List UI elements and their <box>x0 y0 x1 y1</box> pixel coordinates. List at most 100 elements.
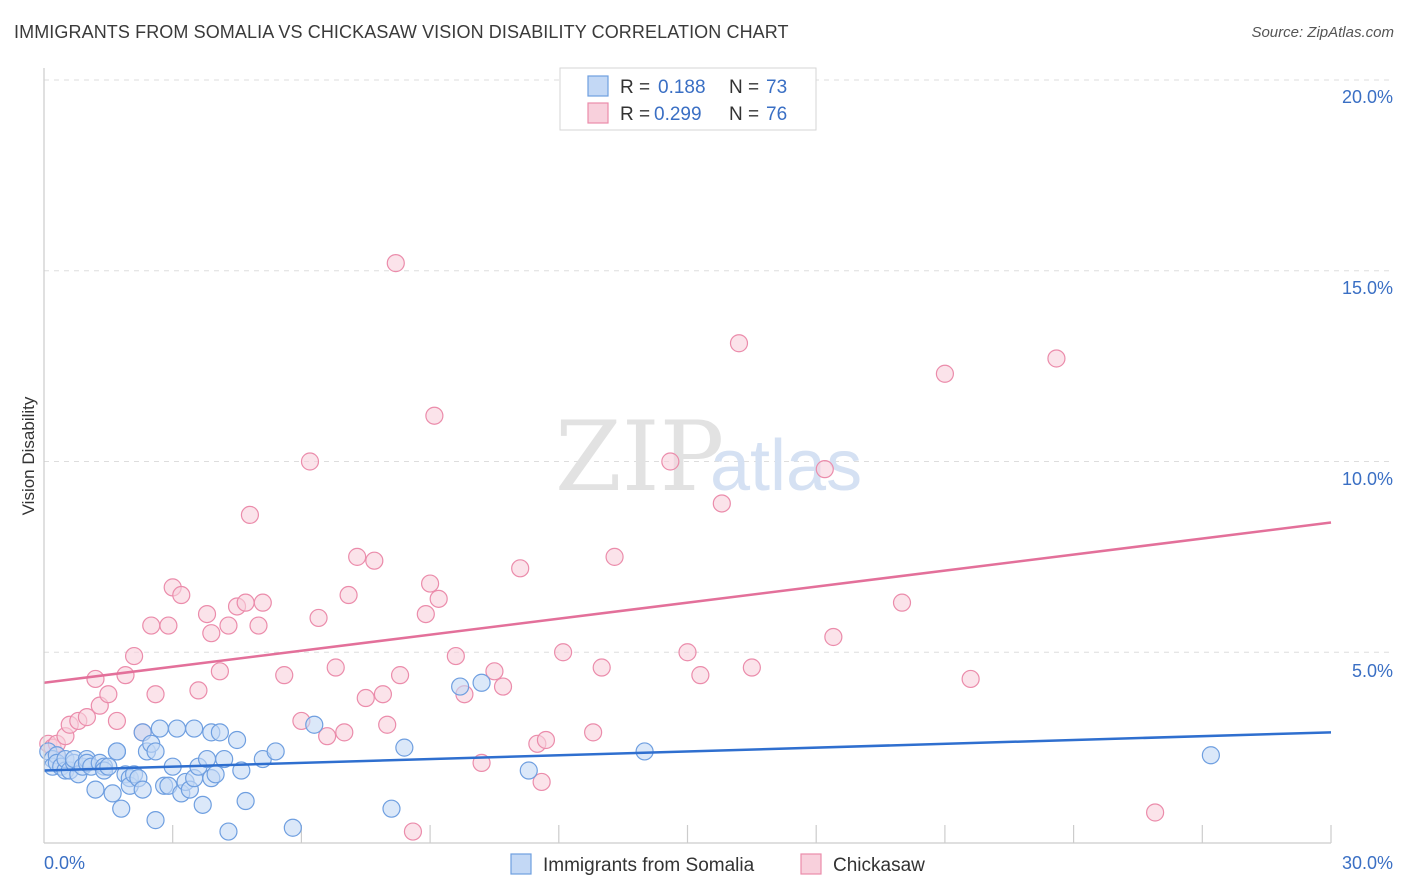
data-point-chickasaw <box>159 616 178 635</box>
data-point-chickasaw <box>592 658 611 677</box>
legend-n-value: 73 <box>766 77 787 98</box>
data-point-chickasaw <box>142 616 161 635</box>
data-point-chickasaw <box>210 662 229 681</box>
data-point-chickasaw <box>348 547 367 566</box>
data-point-chickasaw <box>661 452 680 471</box>
data-point-chickasaw <box>493 677 513 696</box>
bottom-legend-swatch-blue <box>510 853 532 875</box>
data-point-chickasaw <box>189 681 208 700</box>
data-point-somalia <box>472 673 491 692</box>
data-point-chickasaw <box>197 604 217 624</box>
legend-swatch-pink <box>587 102 609 124</box>
data-point-somalia <box>185 719 204 738</box>
data-point-chickasaw <box>146 685 165 704</box>
data-point-chickasaw <box>326 658 345 677</box>
data-point-chickasaw <box>536 730 556 750</box>
y-tick-label: 15.0% <box>1342 278 1393 298</box>
data-point-somalia <box>227 730 247 750</box>
data-point-somalia <box>266 742 285 761</box>
legend-n-value: 76 <box>766 104 787 125</box>
data-point-chickasaw <box>172 585 191 605</box>
data-point-chickasaw <box>365 551 384 570</box>
data-point-somalia <box>146 811 165 830</box>
series-somalia-points <box>39 673 1220 841</box>
data-point-somalia <box>146 742 165 761</box>
y-tick-labels: 5.0% 10.0% 15.0% 20.0% <box>1342 87 1393 681</box>
grid <box>44 79 1393 653</box>
x-tick-marks <box>172 825 1332 843</box>
data-point-chickasaw <box>892 593 912 612</box>
data-point-chickasaw <box>386 254 405 273</box>
data-point-chickasaw <box>236 593 255 612</box>
data-point-somalia <box>99 757 118 776</box>
data-point-chickasaw <box>356 688 375 708</box>
y-tick-label: 20.0% <box>1342 87 1393 107</box>
data-point-somalia <box>103 784 122 803</box>
x-tick-label-max: 30.0% <box>1342 853 1393 873</box>
data-point-somalia <box>193 795 212 814</box>
trend-line-chickasaw <box>43 521 1332 685</box>
data-point-chickasaw <box>605 547 624 566</box>
data-point-chickasaw <box>99 685 118 704</box>
legend-r-label: R = <box>620 104 650 125</box>
data-point-chickasaw <box>124 646 144 666</box>
data-point-somalia <box>107 742 127 761</box>
data-point-chickasaw <box>511 559 530 578</box>
legend-swatch-blue <box>587 75 609 97</box>
bottom-legend-swatch-pink <box>800 853 822 875</box>
legend-r-value: 0.188 <box>658 77 706 98</box>
y-tick-label: 5.0% <box>1352 661 1393 681</box>
data-point-chickasaw <box>961 669 980 689</box>
data-point-somalia <box>232 761 251 780</box>
bottom-legend-label-somalia: Immigrants from Somalia <box>543 855 755 876</box>
legend-r-value: 0.299 <box>654 104 702 125</box>
data-point-chickasaw <box>729 334 749 353</box>
bottom-legend-label-chickasaw: Chickasaw <box>833 855 925 876</box>
data-point-chickasaw <box>1047 349 1066 368</box>
data-point-somalia <box>167 719 187 738</box>
data-point-somalia <box>395 738 414 757</box>
y-tick-label: 10.0% <box>1342 469 1393 489</box>
bottom-legend: Immigrants from Somalia Chickasaw <box>510 853 925 876</box>
legend: R = 0.188 N = 73 R = 0.299 N = 76 <box>559 67 817 131</box>
data-point-chickasaw <box>429 589 448 608</box>
data-point-somalia <box>382 799 401 818</box>
data-point-chickasaw <box>815 460 834 479</box>
y-axis-label: Vision Disability <box>19 396 38 515</box>
data-point-chickasaw <box>318 727 337 746</box>
data-point-chickasaw <box>416 604 435 624</box>
data-point-chickasaw <box>425 406 444 425</box>
data-point-chickasaw <box>275 666 294 685</box>
chart-title: IMMIGRANTS FROM SOMALIA VS CHICKASAW VIS… <box>14 22 789 42</box>
data-point-chickasaw <box>421 574 440 593</box>
watermark-zip: ZIP <box>555 401 724 513</box>
data-point-chickasaw <box>249 616 268 635</box>
data-point-chickasaw <box>309 608 328 628</box>
data-point-chickasaw <box>339 585 358 605</box>
data-point-somalia <box>86 780 105 799</box>
data-point-somalia <box>236 791 255 811</box>
legend-n-label: N = <box>729 77 759 98</box>
data-point-chickasaw <box>553 643 573 662</box>
data-point-chickasaw <box>240 505 260 525</box>
data-point-chickasaw <box>77 708 97 727</box>
data-point-chickasaw <box>300 452 320 471</box>
data-point-chickasaw <box>532 772 551 792</box>
data-point-chickasaw <box>712 494 731 513</box>
data-point-somalia <box>305 715 324 734</box>
data-point-somalia <box>1201 746 1220 765</box>
data-point-chickasaw <box>219 616 238 635</box>
data-point-chickasaw <box>373 685 393 704</box>
data-point-somalia <box>451 677 470 696</box>
data-point-chickasaw <box>691 666 710 685</box>
data-point-chickasaw <box>1146 803 1165 822</box>
data-point-chickasaw <box>86 669 105 689</box>
legend-r-label: R = <box>620 77 650 98</box>
data-point-chickasaw <box>678 643 697 662</box>
source-label: Source: ZipAtlas.com <box>1251 24 1394 41</box>
data-point-chickasaw <box>403 822 423 841</box>
data-point-somalia <box>219 822 238 841</box>
data-point-chickasaw <box>202 624 221 643</box>
data-point-chickasaw <box>485 662 504 681</box>
series-chickasaw-points <box>39 254 1165 841</box>
